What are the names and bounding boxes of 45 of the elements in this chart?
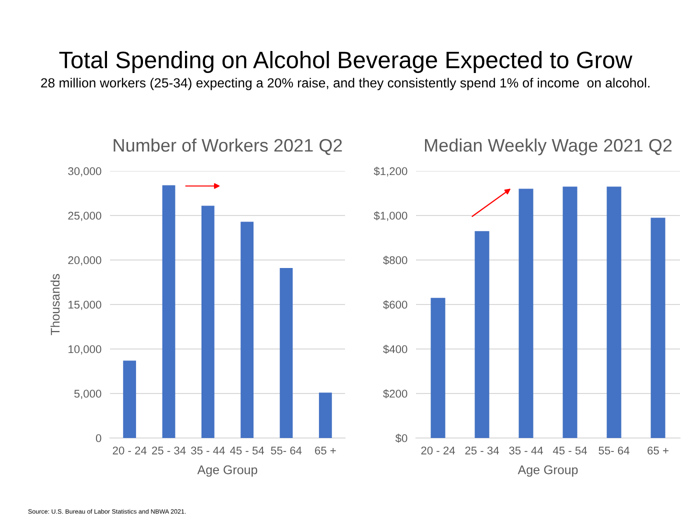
- x-tick-label: 65 +: [648, 446, 668, 454]
- bar: [518, 188, 534, 438]
- x-tick-label: 25 - 34: [152, 446, 186, 454]
- x-tick-label: 35 - 44: [191, 446, 225, 454]
- bar: [650, 218, 666, 438]
- x-tick-label: 45 - 54: [230, 446, 264, 454]
- bar: [240, 222, 254, 438]
- y-tick-label: 5,000: [74, 390, 102, 399]
- x-tick-label: 35 - 44: [509, 446, 543, 454]
- bar: [562, 186, 578, 438]
- x-tick-label: 20 - 24: [421, 446, 455, 454]
- bar: [606, 186, 622, 438]
- bar: [430, 298, 446, 438]
- x-tick-label: 55- 64: [598, 446, 630, 454]
- x-tick-label: 45 - 54: [552, 446, 587, 454]
- y-tick-label: 25,000: [68, 212, 102, 221]
- y-tick-label: $400: [383, 344, 408, 354]
- x-tick-label: 20 - 24: [112, 446, 147, 454]
- y-tick-label: $200: [383, 389, 408, 398]
- bar: [474, 231, 490, 438]
- chart-title: Median Weekly Wage 2021 Q2: [425, 138, 672, 156]
- y-tick-label: 10,000: [68, 345, 102, 354]
- y-tick-label: 20,000: [68, 256, 102, 266]
- x-axis-title: Age Group: [197, 465, 258, 477]
- x-axis-title: Age Group: [518, 465, 578, 477]
- text: Total Spending on Alcohol Beverage Expected to Grow: [59, 50, 632, 74]
- y-tick-label: $600: [383, 300, 408, 310]
- y-tick-label: 30,000: [68, 167, 102, 176]
- bar: [201, 206, 214, 438]
- y-axis-title: Thousands: [50, 274, 60, 336]
- y-tick-label: $1,200: [374, 166, 408, 176]
- y-tick-label: $800: [383, 256, 408, 265]
- x-tick-label: 25 - 34: [465, 446, 499, 454]
- text: 28 million workers (25-34) expecting a 20% raise, and they consistently spend 1% of income on alcohol.: [41, 78, 650, 90]
- chart-title: Number of Workers 2021 Q2: [114, 138, 342, 155]
- y-tick-label: 0: [96, 434, 102, 442]
- bar: [123, 360, 136, 438]
- y-tick-label: $1,000: [374, 211, 408, 221]
- bar: [162, 185, 176, 438]
- bar: [318, 392, 332, 438]
- y-tick-label: $0: [395, 434, 408, 443]
- x-tick-label: 55- 64: [270, 446, 302, 454]
- bar: [280, 268, 293, 438]
- y-tick-label: 15,000: [68, 300, 102, 310]
- x-tick-label: 65 +: [315, 446, 336, 454]
